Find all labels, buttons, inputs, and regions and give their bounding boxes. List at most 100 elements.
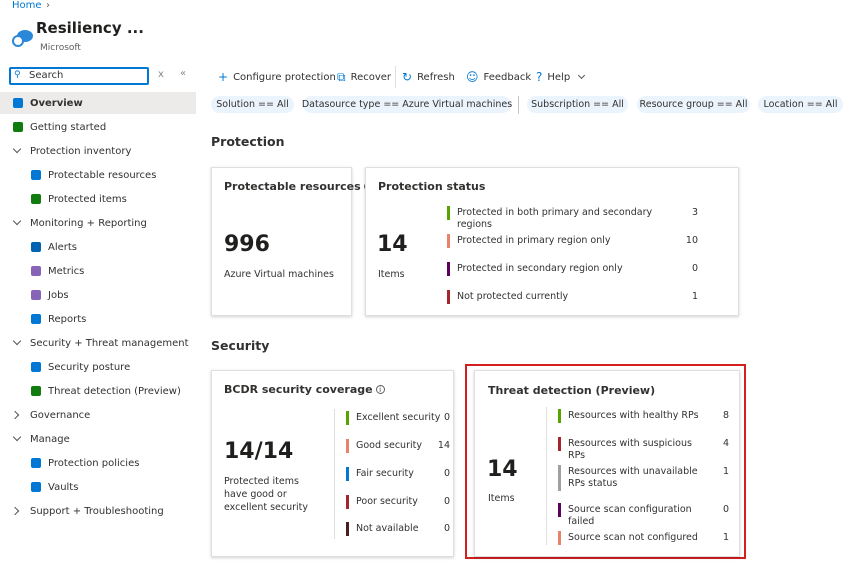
toolbar-button[interactable]: ☺ Feedback [466,68,531,86]
status-bar [346,522,349,536]
row-value: 10 [685,235,698,246]
nav-item[interactable]: Governance [0,404,196,426]
breadcrumb[interactable]: Home [12,0,42,11]
status-bar [558,465,561,491]
nav-item[interactable]: Security + Threat management [0,332,196,354]
nav-item[interactable]: Protectable resources [0,164,196,186]
nav-item[interactable]: Overview [0,92,196,114]
info-icon: i [375,385,385,394]
row-value: 0 [443,496,450,507]
nav-item[interactable]: Reports [0,308,196,330]
toolbar-button[interactable]: ↻ Refresh [402,68,455,86]
nav-icon [31,170,41,180]
caption: Protected items have good or excellent s… [224,476,309,513]
collapse[interactable]: « [180,68,187,79]
row-value: 4 [722,438,729,449]
toolbar-label: Refresh [417,71,455,83]
row-value: 3 [691,207,698,218]
row-value: 0 [443,523,450,534]
nav-label: Overview [30,97,83,109]
nav-label: Metrics [48,265,85,277]
row-value: 0 [443,468,450,479]
search-box[interactable]: Search [9,67,149,85]
row-value: 1 [722,532,729,543]
chevron [12,336,22,346]
nav-label: Vaults [48,481,79,493]
row-label: Resources with unavailable RPs status [568,466,698,489]
nav-item[interactable]: Security posture [0,356,196,378]
card-title: BCDR security coverage [224,383,373,396]
nav-icon [31,362,41,372]
nav-label: Threat detection (Preview) [48,385,181,397]
nav-item[interactable]: Jobs [0,284,196,306]
nav-item[interactable]: Monitoring + Reporting [0,212,196,234]
card[interactable]: BCDR security coverage i 14/14 Protected … [211,370,454,557]
nav-label: Protectable resources [48,169,157,181]
filter-pill[interactable]: Location == All [758,96,843,113]
status-bar [447,262,450,276]
nav-item[interactable]: Support + Troubleshooting [0,500,196,522]
nav-item[interactable]: Protection policies [0,452,196,474]
toolbar-button[interactable]: ? Help [536,68,586,86]
row-value: 1 [722,466,729,477]
logo [12,30,33,47]
nav-item[interactable]: Protected items [0,188,196,210]
nav-item[interactable]: Getting started [0,116,196,138]
row-label: Fair security [356,468,414,479]
divider [546,407,547,545]
row-label: Protected in primary region only [457,235,611,246]
chevron [12,432,22,442]
toolbar-icon: ⧉ [337,69,346,84]
card[interactable]: Protection status 14 Items Protected in … [365,167,739,316]
nav-item[interactable]: Vaults [0,476,196,498]
caption: Items [378,269,405,280]
nav-item[interactable]: Threat detection (Preview) [0,380,196,402]
filter-pill[interactable]: Subscription == All [527,96,628,113]
filter-pill[interactable]: Solution == All [211,96,294,113]
row-label: Resources with healthy RPs [568,410,699,421]
toolbar-icon: ↻ [402,70,413,84]
nav-item[interactable]: Protection inventory [0,140,196,162]
row-label: Not available [356,523,419,534]
row-value: 0 [722,504,729,515]
row-label: Resources with suspicious RPs [568,438,692,461]
chevron [12,216,22,226]
section-title: Protection [211,134,285,149]
caption: Items [488,493,515,504]
nav-icon [13,98,23,108]
nav-item[interactable]: Alerts [0,236,196,258]
status-bar [558,531,561,545]
card[interactable]: Threat detection (Preview) 14 Items Reso… [474,370,740,557]
toolbar-button[interactable]: + Configure protection [218,68,336,86]
toolbar-button[interactable]: ⧉ Recover [337,68,391,86]
nav-item[interactable]: Metrics [0,260,196,282]
row-value: 8 [722,410,729,421]
filter-pill[interactable]: Resource group == All [637,96,750,113]
separator [518,96,519,114]
clear[interactable]: x [158,69,164,80]
nav-label: Protected items [48,193,127,205]
nav-item[interactable]: Manage [0,428,196,450]
card[interactable]: Protectable resourcesi 996 Azure Virtual… [211,167,373,316]
divider [334,409,335,539]
nav-icon [31,482,41,492]
nav-icon [31,194,41,204]
toolbar-label: Feedback [483,71,532,83]
status-bar [447,234,450,248]
filter-pill[interactable]: Datasource type == Azure Virtual machine… [302,96,512,113]
nav-label: Security posture [48,361,131,373]
breadcrumb-sep: › [46,0,50,11]
nav-label: Jobs [48,289,69,301]
chevron [12,144,22,154]
nav-icon [31,242,41,252]
row-value: 1 [691,291,698,302]
dropdown-chevron [578,71,586,80]
nav-icon [31,290,41,300]
nav-label: Governance [30,409,91,421]
highlight [465,364,746,559]
nav-icon [13,122,23,132]
toolbar-label: Recover [350,71,392,83]
status-bar [346,467,349,481]
row-value: 14 [437,440,450,451]
